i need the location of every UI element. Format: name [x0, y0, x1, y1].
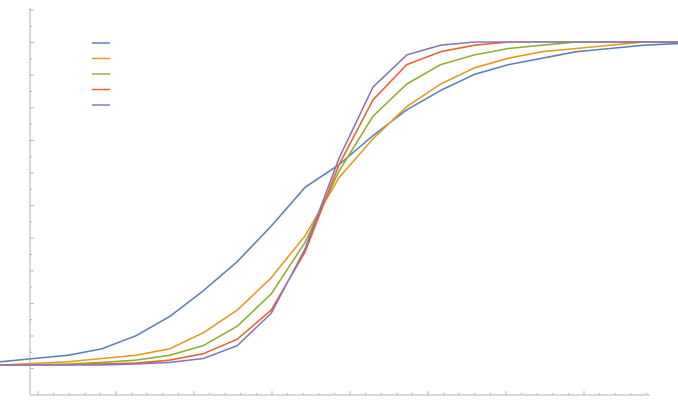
series-line-5 [0, 41, 678, 366]
series-line-1 [0, 42, 678, 363]
series-line-3 [0, 41, 678, 366]
series-line-4 [0, 41, 678, 366]
series-line-2 [0, 41, 678, 366]
legend [92, 42, 110, 106]
axes [29, 8, 650, 396]
series-layer [0, 41, 678, 366]
